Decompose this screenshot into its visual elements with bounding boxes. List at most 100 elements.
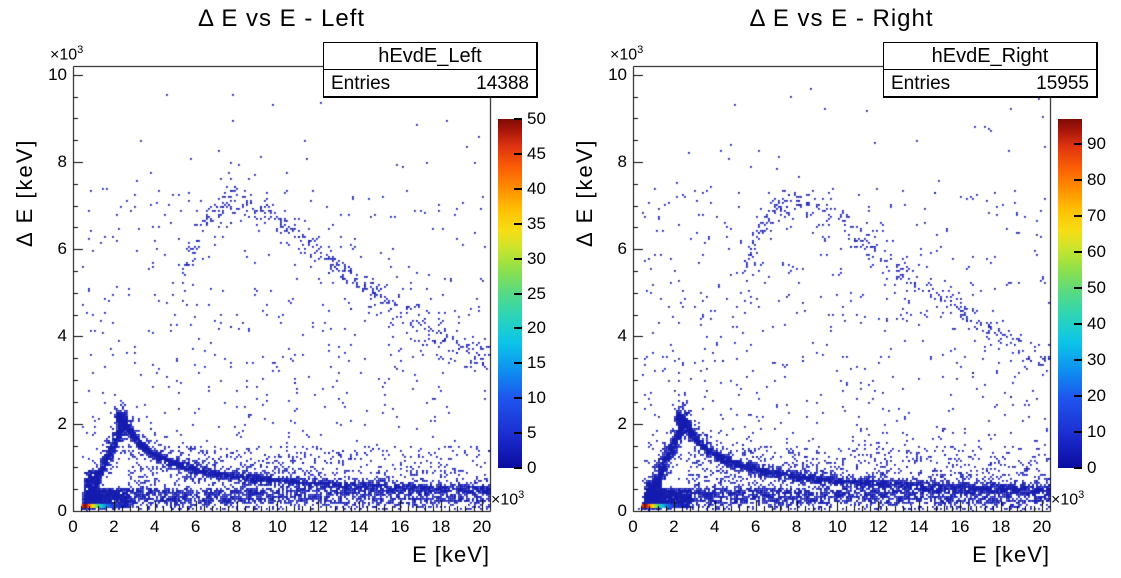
- color-scale-tick-label: 40: [1087, 314, 1106, 334]
- color-scale-tick-label: 20: [1087, 386, 1106, 406]
- multiplier-base: ×10: [610, 46, 638, 64]
- color-scale-tick-label: 60: [1087, 242, 1106, 262]
- entries-label: Entries: [891, 73, 951, 94]
- multiplier-exponent: 3: [518, 489, 525, 501]
- color-scale-tick: [514, 187, 522, 190]
- color-scale-tick-label: 10: [527, 388, 546, 408]
- x-tick-label: 6: [750, 517, 761, 536]
- plot-title: Δ E vs E - Right: [749, 5, 934, 32]
- color-scale-tick: [514, 327, 522, 330]
- x-axis-title: E [keV]: [412, 542, 490, 567]
- y-tick-label: 6: [57, 239, 67, 259]
- multiplier-base: ×10: [491, 491, 519, 509]
- color-scale-tick: [1074, 143, 1082, 146]
- x-tick-label: 6: [190, 517, 201, 536]
- x-axis-title: E [keV]: [972, 542, 1050, 567]
- color-scale-tick: [1074, 251, 1082, 254]
- x-tick-label: 18: [991, 517, 1011, 536]
- y-tick-label: 2: [57, 413, 67, 433]
- x-tick-label: 12: [868, 517, 888, 536]
- multiplier-base: ×10: [1051, 491, 1079, 509]
- x-axis-multiplier: ×103: [1051, 489, 1084, 509]
- y-tick-label: 10: [48, 64, 67, 84]
- x-tick-label: 14: [909, 517, 929, 536]
- color-scale-tick-label: 0: [527, 458, 537, 477]
- multiplier-base: ×10: [50, 46, 78, 64]
- color-scale-tick: [514, 397, 522, 400]
- color-scale-tick: [1074, 395, 1082, 398]
- y-axis-multiplier: ×103: [610, 44, 643, 64]
- stats-box: hEvdE_Left Entries 14388: [323, 42, 538, 98]
- y-tick-label: 8: [617, 151, 627, 171]
- plot-title: Δ E vs E - Left: [197, 5, 366, 32]
- color-scale-tick-label: 40: [527, 178, 546, 198]
- y-axis-multiplier: ×103: [50, 44, 83, 64]
- color-scale-tick: [514, 222, 522, 225]
- color-scale-tick-label: 30: [527, 248, 546, 268]
- y-tick-label: 4: [617, 326, 627, 346]
- color-scale-tick: [514, 432, 522, 435]
- x-tick-label: 2: [109, 517, 119, 536]
- color-scale-tick-label: 90: [1087, 134, 1106, 154]
- x-tick-label: 8: [791, 517, 802, 536]
- left-pad: Δ E vs E - Left Δ E [keV] E [keV] ×103 ×…: [0, 0, 560, 578]
- color-scale-tick-label: 5: [527, 423, 537, 443]
- y-tick-label: 10: [608, 64, 627, 84]
- color-scale-tick: [514, 292, 522, 295]
- x-tick-label: 10: [267, 517, 287, 536]
- color-scale-tick: [1074, 215, 1082, 218]
- color-scale-tick: [1074, 359, 1082, 362]
- x-tick-label: 20: [1032, 517, 1052, 536]
- x-tick-label: 0: [628, 517, 638, 536]
- multiplier-exponent: 3: [1078, 489, 1085, 501]
- x-tick-label: 12: [308, 517, 328, 536]
- x-tick-label: 4: [150, 517, 160, 536]
- stats-histogram-name: hEvdE_Left: [324, 43, 536, 70]
- entries-value: 14388: [476, 73, 529, 94]
- y-tick-label: 0: [617, 501, 627, 520]
- multiplier-exponent: 3: [77, 44, 84, 56]
- x-tick-label: 16: [950, 517, 970, 536]
- color-scale-tick-label: 45: [527, 143, 546, 163]
- y-tick-label: 8: [57, 151, 67, 171]
- color-scale-tick: [514, 257, 522, 260]
- color-scale-tick-label: 50: [1087, 278, 1106, 298]
- x-tick-label: 4: [710, 517, 720, 536]
- x-tick-label: 16: [390, 517, 410, 536]
- color-scale-tick-label: 50: [527, 109, 546, 128]
- color-scale-tick-label: 20: [527, 318, 546, 338]
- color-scale-tick-label: 80: [1087, 170, 1106, 190]
- color-scale-tick: [1074, 467, 1082, 469]
- x-tick-label: 8: [231, 517, 242, 536]
- stats-box: hEvdE_Right Entries 15955: [883, 42, 1098, 98]
- color-scale-tick: [514, 467, 522, 469]
- stats-entries-row: Entries 15955: [884, 70, 1096, 96]
- entries-label: Entries: [331, 73, 391, 94]
- color-scale-tick-label: 15: [527, 353, 546, 373]
- color-scale-tick-label: 30: [1087, 350, 1106, 370]
- color-scale-tick: [1074, 323, 1082, 326]
- color-scale-tick: [514, 118, 522, 120]
- color-scale-tick-label: 10: [1087, 422, 1106, 442]
- x-tick-label: 2: [669, 517, 679, 536]
- stats-entries-row: Entries 14388: [324, 70, 536, 96]
- color-scale-gradient: [1058, 119, 1082, 468]
- y-tick-label: 0: [57, 501, 67, 520]
- color-scale-tick-label: 0: [1087, 458, 1097, 477]
- color-scale-tick: [1074, 179, 1082, 182]
- color-scale-tick: [514, 152, 522, 155]
- x-tick-label: 10: [827, 517, 847, 536]
- color-scale-tick: [514, 362, 522, 365]
- x-axis-multiplier: ×103: [491, 489, 524, 509]
- entries-value: 15955: [1036, 73, 1089, 94]
- x-tick-label: 14: [349, 517, 369, 536]
- color-scale-tick: [1074, 431, 1082, 434]
- color-scale-tick: [1074, 287, 1082, 290]
- y-tick-label: 4: [57, 326, 67, 346]
- color-scale-tick-label: 35: [527, 213, 546, 233]
- stats-histogram-name: hEvdE_Right: [884, 43, 1096, 70]
- y-tick-label: 2: [617, 413, 627, 433]
- x-tick-label: 18: [431, 517, 451, 536]
- color-scale-tick-label: 70: [1087, 206, 1106, 226]
